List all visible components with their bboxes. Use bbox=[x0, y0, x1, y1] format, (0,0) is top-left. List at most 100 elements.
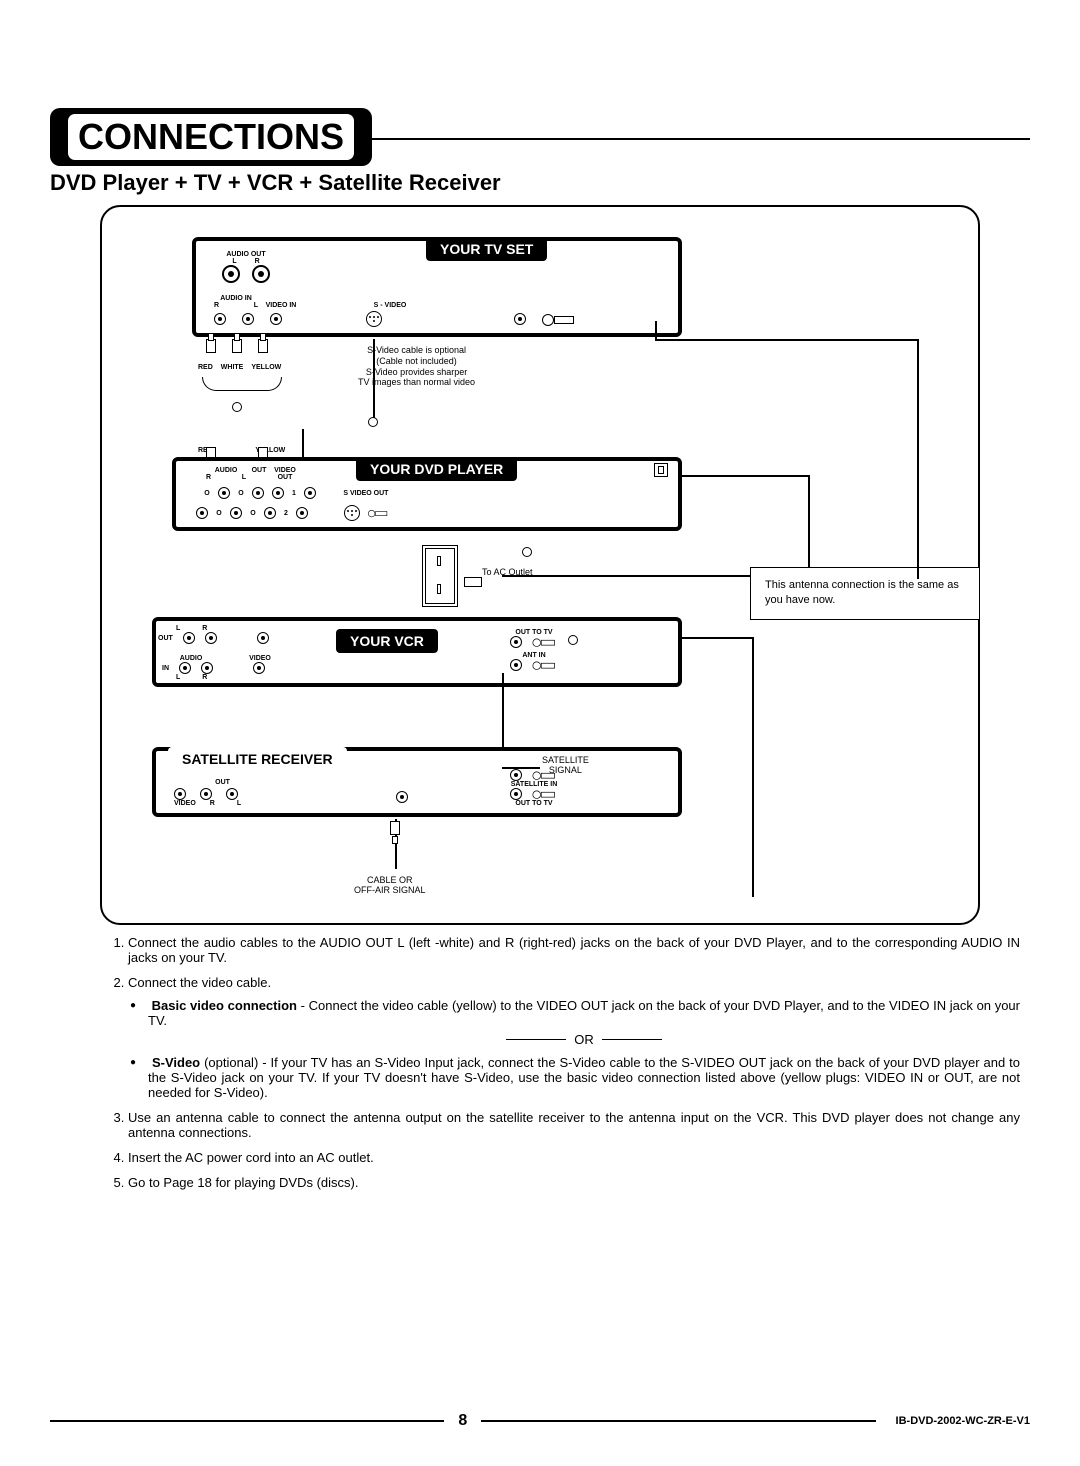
lbl-yellow-1: YELLOW bbox=[251, 364, 281, 371]
vcr-otv-c bbox=[533, 638, 554, 646]
vcr-R1: R bbox=[202, 625, 207, 632]
sat-otv-c bbox=[533, 790, 554, 798]
dvd-audio: AUDIO bbox=[206, 467, 246, 474]
dvd-o2: O bbox=[238, 490, 244, 497]
tv-audio-out-block: AUDIO OUT L R bbox=[222, 251, 270, 283]
dvd-label: YOUR DVD PLAYER bbox=[356, 457, 517, 481]
dvd-j21 bbox=[196, 507, 208, 519]
vcr-otv-j bbox=[510, 636, 522, 648]
page-subtitle: DVD Player + TV + VCR + Satellite Receiv… bbox=[50, 170, 501, 196]
footer: 8 IB-DVD-2002-WC-ZR-E-V1 bbox=[50, 1412, 1030, 1430]
vcr-o-r bbox=[205, 632, 217, 644]
tv-audio-out-l-jack bbox=[222, 265, 240, 283]
vcr-L1: L bbox=[176, 625, 180, 632]
sat-r bbox=[200, 788, 212, 800]
dvd-o1: O bbox=[204, 490, 210, 497]
ant-vline-tv bbox=[655, 321, 657, 339]
instructions: Connect the audio cables to the AUDIO OU… bbox=[100, 935, 1020, 1200]
ferrite-3 bbox=[522, 547, 532, 557]
dvd-o3: O bbox=[216, 510, 222, 517]
instr-3: Use an antenna cable to connect the ante… bbox=[128, 1110, 1020, 1140]
dvd-jacks-2: O O 2 bbox=[196, 505, 392, 521]
dvd-n2: 2 bbox=[284, 510, 288, 517]
vcr-otv: OUT TO TV bbox=[510, 629, 558, 636]
instr-2-svideo: S-Video (optional) - If your TV has an S… bbox=[148, 1055, 1020, 1100]
dvd-sv-lbl: S VIDEO OUT bbox=[342, 490, 390, 497]
sat-vl: VIDEO bbox=[174, 800, 196, 807]
page-number: 8 bbox=[458, 1412, 467, 1430]
ant-v1 bbox=[917, 339, 919, 579]
power-line-h bbox=[678, 475, 808, 477]
vcr-coax-block: OUT TO TV ANT IN bbox=[510, 629, 558, 671]
sat-in-l: SATELLITE IN bbox=[510, 781, 558, 788]
dvd-coax bbox=[368, 509, 386, 516]
sat-otv-l: OUT TO TV bbox=[510, 800, 558, 807]
vcr-ant: ANT IN bbox=[510, 652, 558, 659]
tv-svideo-jack bbox=[366, 311, 382, 327]
dvd-vid-out: OUT bbox=[272, 474, 298, 481]
dvd-L: L bbox=[242, 474, 246, 481]
dvd-sv-jack bbox=[344, 505, 360, 521]
lbl-red-1: RED bbox=[198, 364, 213, 371]
plug-white-up bbox=[232, 339, 242, 353]
vcr-label: YOUR VCR bbox=[336, 629, 438, 653]
vcr-ant-j bbox=[510, 659, 522, 671]
dvd-j22 bbox=[230, 507, 242, 519]
dvd-top-labels: AUDIO R L OUT VIDEO OUT bbox=[206, 467, 298, 481]
tv-audio-out-label: AUDIO OUT bbox=[222, 251, 270, 258]
tv-ain-L: L bbox=[254, 302, 258, 309]
ac-note: To AC Outlet bbox=[482, 567, 533, 577]
vcr-o-l bbox=[183, 632, 195, 644]
sat-otv-j bbox=[510, 788, 522, 800]
tv-video-in-label: VIDEO IN bbox=[264, 302, 298, 309]
dvd-vid: VIDEO bbox=[272, 467, 298, 474]
tv-device: YOUR TV SET AUDIO OUT L R AUDIO IN RL VI… bbox=[192, 237, 682, 337]
vcr-L2: L bbox=[176, 674, 180, 681]
tv-ain-R: R bbox=[214, 302, 219, 309]
sat-ll: L bbox=[237, 800, 241, 807]
dvd-jacks-1: O O 1 S VIDEO OUT bbox=[204, 487, 390, 499]
cable-plug bbox=[390, 821, 400, 835]
vcr-i-r bbox=[201, 662, 213, 674]
sat-signal-label: SATELLITE SIGNAL bbox=[542, 755, 589, 775]
basic-b: Basic video connection bbox=[152, 998, 297, 1013]
dvd-R: R bbox=[206, 474, 211, 481]
vcr-i-l bbox=[179, 662, 191, 674]
vcr-in-row: AUDIOVIDEO IN LR bbox=[176, 655, 280, 681]
tv-L: L bbox=[232, 258, 236, 265]
sat-out: OUT bbox=[204, 779, 241, 786]
sat-rl: R bbox=[210, 800, 215, 807]
tv-coax-jack bbox=[514, 313, 526, 325]
instr-4: Insert the AC power cord into an AC outl… bbox=[128, 1150, 1020, 1165]
ferrite-4 bbox=[568, 635, 578, 645]
connection-diagram: YOUR TV SET AUDIO OUT L R AUDIO IN R L VI… bbox=[100, 205, 980, 925]
vcr-o-v bbox=[257, 632, 269, 644]
color-labels-1: RED WHITE YELLOW bbox=[198, 364, 281, 371]
dvd-j23 bbox=[264, 507, 276, 519]
vcr-out: OUT bbox=[158, 635, 173, 642]
ac-outlet bbox=[422, 545, 458, 607]
tv-label: YOUR TV SET bbox=[426, 237, 547, 261]
or-divider: OR bbox=[148, 1032, 1020, 1047]
svideo-note: S-Video cable is optional (Cable not inc… bbox=[358, 345, 475, 388]
ferrite-1 bbox=[232, 402, 242, 412]
dvd-out: OUT bbox=[248, 467, 270, 474]
plug-red-up bbox=[206, 339, 216, 353]
sat-v bbox=[174, 788, 186, 800]
vcr-in: IN bbox=[162, 665, 169, 672]
vcr-vid: VIDEO bbox=[240, 655, 280, 662]
power-line-v bbox=[808, 475, 810, 575]
header-badge: CONNECTIONS bbox=[50, 108, 372, 166]
header-title: CONNECTIONS bbox=[68, 114, 354, 160]
vcr-i-v bbox=[253, 662, 265, 674]
sat-device: SATELLITE RECEIVER OUT VIDEORL SATELLITE… bbox=[152, 747, 682, 817]
vcr-ant-c bbox=[533, 661, 554, 669]
ferrite-2 bbox=[368, 417, 378, 427]
sv-b: S-Video bbox=[152, 1055, 200, 1070]
lbl-white-1: WHITE bbox=[221, 364, 244, 371]
sat-av: OUT VIDEO R L bbox=[174, 779, 241, 807]
instr-1: Connect the audio cables to the AUDIO OU… bbox=[128, 935, 1020, 965]
plug-yellow-up bbox=[258, 339, 268, 353]
instr-2-txt: Connect the video cable. bbox=[128, 975, 271, 990]
instr-5: Go to Page 18 for playing DVDs (discs). bbox=[128, 1175, 1020, 1190]
